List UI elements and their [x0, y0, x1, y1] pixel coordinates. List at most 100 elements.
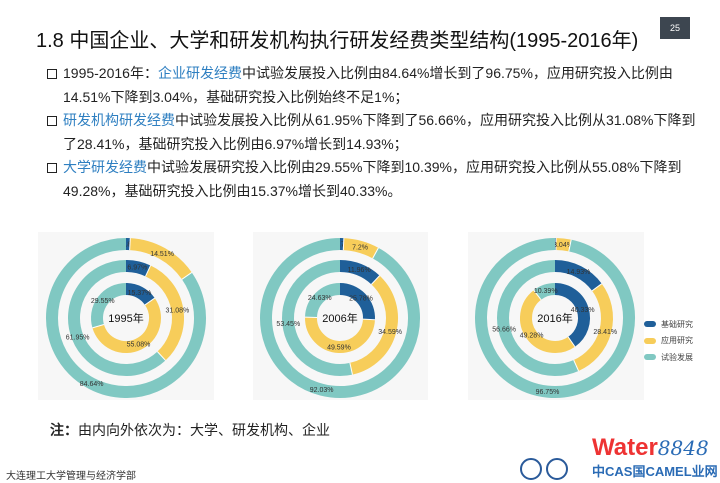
data-label: 31.08%	[165, 307, 189, 314]
watermark-logo: Water8848	[592, 434, 709, 461]
donut-segment	[533, 283, 556, 300]
data-label: 14.51%	[150, 251, 174, 258]
donut-segment	[68, 260, 166, 376]
school-seal-logo	[546, 458, 568, 480]
data-label: 49.59%	[327, 344, 351, 351]
data-label: 24.63%	[308, 295, 332, 302]
segment-divider	[567, 336, 576, 348]
bullet-item: 研发机构研发经费中试验发展投入比例从61.95%下降到了56.66%，应用研究投…	[47, 109, 697, 156]
data-label: 53.45%	[276, 321, 300, 328]
legend-item: 基础研究	[644, 316, 693, 333]
donut-segment	[339, 283, 375, 320]
legend-label: 试验发展	[661, 352, 693, 362]
donut-segment	[339, 260, 380, 285]
center-label: 2016年	[537, 311, 572, 325]
note-text: 由内向外依次为：大学、研发机构、企业	[78, 422, 330, 438]
segment-divider	[157, 351, 166, 361]
donut-segment	[475, 238, 635, 398]
donut-segment	[92, 298, 161, 353]
data-label: 49.28%	[520, 333, 544, 340]
data-label: 96.75%	[536, 389, 560, 396]
legend-swatch	[644, 337, 656, 344]
bullet-text: 中试验发展投入比例从61.95%下降到了56.66%，应用研究投入比例从31.0…	[63, 112, 696, 152]
bullet-list: 1995-2016年：企业研发经费中试验发展投入比例由84.64%增长到了96.…	[47, 62, 697, 203]
legend-label: 基础研究	[661, 319, 693, 329]
segment-divider	[144, 297, 156, 306]
footer-text: 大连理工大学管理与经济学部	[6, 471, 136, 482]
bullet-item: 大学研发经费中试验发展研究投入比例由29.55%下降到10.39%，应用研究投入…	[47, 156, 697, 203]
donut-segment	[520, 290, 575, 353]
segment-divider	[591, 283, 603, 292]
donut-segment	[343, 238, 379, 259]
data-label: 92.03%	[310, 387, 334, 394]
legend-item: 试验发展	[644, 349, 693, 366]
donut-segment	[349, 275, 398, 375]
bullet-prefix: 1995-2016年：	[63, 65, 158, 81]
bullet-item: 1995-2016年：企业研发经费中试验发展投入比例由84.64%增长到了96.…	[47, 62, 697, 109]
data-label: 40.33%	[571, 307, 595, 314]
donut-segment	[145, 265, 184, 361]
data-label: 6.97%	[127, 265, 147, 272]
note-label: 注：	[50, 422, 78, 438]
segment-divider	[181, 272, 193, 280]
legend-swatch	[644, 354, 656, 361]
segment-divider	[573, 359, 580, 372]
data-label: 11.96%	[347, 267, 370, 274]
data-label: 55.08%	[127, 342, 151, 349]
square-bullet-icon	[47, 69, 57, 79]
data-label: 14.93%	[567, 269, 591, 276]
donut-segment	[554, 283, 590, 347]
data-label: 10.39%	[534, 288, 558, 295]
segment-divider	[349, 362, 353, 375]
donut-segment	[125, 283, 155, 306]
university-seal-logo	[520, 458, 542, 480]
note: 注：由内向外依次为：大学、研发机构、企业	[50, 420, 330, 440]
donut-segment	[573, 283, 613, 371]
segment-divider	[342, 238, 345, 251]
donut-segment	[305, 317, 375, 353]
bullet-text: 中试验发展研究投入比例由29.55%下降到10.39%，应用研究投入比例从55.…	[63, 159, 682, 199]
segment-divider	[92, 324, 105, 329]
donut-segment	[497, 260, 579, 376]
bullet-highlight: 大学研发经费	[63, 159, 147, 175]
donut-segment	[260, 238, 420, 398]
donut-segment	[46, 238, 206, 398]
slide-title: 1.8 中国企业、大学和研发机构执行研发经费类型结构(1995-2016年)	[36, 30, 639, 52]
bullet-highlight: 企业研发经费	[157, 65, 242, 81]
data-label: 28.41%	[593, 329, 617, 336]
data-label: 56.66%	[492, 326, 516, 333]
legend-label: 应用研究	[661, 336, 693, 346]
donut-segment	[91, 283, 127, 328]
donut-segment	[129, 238, 192, 280]
donut-segment	[554, 260, 602, 292]
bullet-highlight: 研发机构研发经费	[63, 112, 175, 128]
page-number: 25	[660, 17, 690, 39]
legend-swatch	[644, 321, 656, 328]
segment-divider	[371, 275, 380, 285]
data-label: 7.2%	[352, 244, 368, 251]
data-label: 15.37%	[128, 290, 152, 297]
segment-divider	[362, 318, 375, 321]
data-label: 84.64%	[80, 381, 104, 388]
segment-divider	[533, 289, 542, 301]
donut-segment	[305, 283, 341, 318]
data-label: 3.04%	[553, 242, 573, 249]
segment-divider	[129, 238, 131, 251]
data-label: 34.59%	[378, 329, 402, 336]
data-label: 25.78%	[349, 296, 373, 303]
data-label: 61.95%	[66, 335, 90, 342]
watermark-logo-line2: 中CAS国CAMEL业网	[592, 464, 718, 479]
square-bullet-icon	[47, 163, 57, 173]
center-label: 2006年	[322, 311, 357, 325]
center-label: 1995年	[108, 311, 143, 325]
legend-item: 应用研究	[644, 333, 693, 350]
segment-divider	[372, 247, 379, 259]
segment-divider	[568, 239, 572, 252]
segment-divider	[145, 265, 152, 277]
legend: 基础研究 应用研究 试验发展	[644, 316, 693, 366]
donut-segment	[282, 260, 353, 376]
bullet-text: 中试验发展投入比例由84.64%增长到了96.75%，应用研究投入比例由14.5…	[63, 65, 673, 105]
data-label: 29.55%	[91, 298, 115, 305]
